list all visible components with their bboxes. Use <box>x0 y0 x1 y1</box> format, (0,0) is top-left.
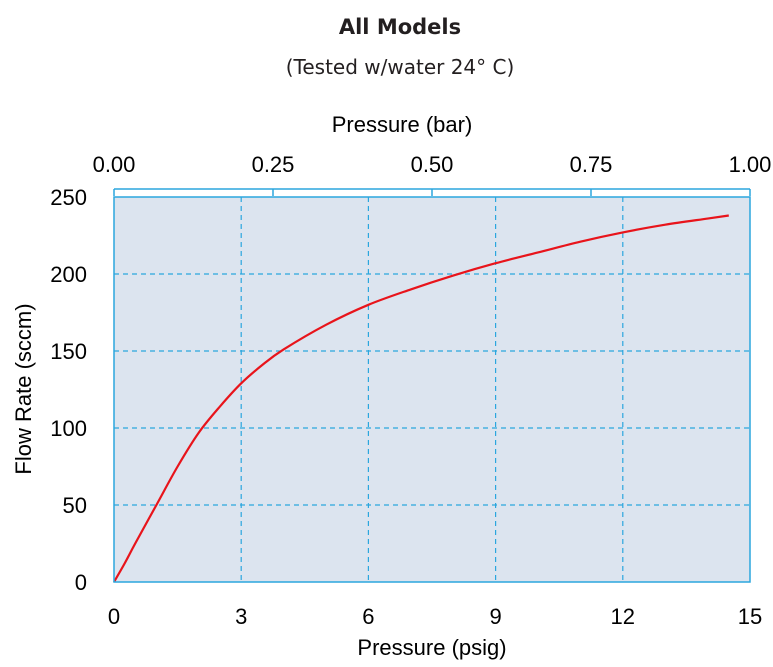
x-tick-label: 6 <box>362 604 374 629</box>
x-axis-label: Pressure (psig) <box>357 635 506 660</box>
x-tick-label: 0 <box>108 604 120 629</box>
x2-tick-label: 0.25 <box>252 152 295 177</box>
y-tick-label: 250 <box>50 185 87 210</box>
x-tick-label: 3 <box>235 604 247 629</box>
y-tick-label: 100 <box>50 416 87 441</box>
y-axis-ticks: 0 50 100 150 200 250 <box>50 185 87 595</box>
y-axis-label: Flow Rate (sccm) <box>11 303 36 474</box>
x2-tick-label: 0.00 <box>93 152 136 177</box>
plot-area <box>114 197 750 582</box>
y-tick-label: 50 <box>63 493 87 518</box>
x2-tick-label: 0.75 <box>570 152 613 177</box>
x2-tick-label: 0.50 <box>411 152 454 177</box>
series-line <box>113 214 729 583</box>
chart-subtitle: (Tested w/water 24° C) <box>286 55 515 79</box>
y-tick-label: 0 <box>75 570 87 595</box>
x-tick-label: 12 <box>611 604 635 629</box>
plot-border <box>113 196 751 583</box>
x-tick-label: 15 <box>738 604 762 629</box>
x-axis-ticks: 0 3 6 9 12 15 <box>108 604 762 629</box>
top-axis-label: Pressure (bar) <box>332 112 473 137</box>
grid-lines <box>114 197 750 582</box>
chart-title: All Models <box>339 15 461 39</box>
y-tick-label: 200 <box>50 262 87 287</box>
x-tick-label: 9 <box>489 604 501 629</box>
y-tick-label: 150 <box>50 339 87 364</box>
top-axis: 0.00 0.25 0.50 0.75 1.00 <box>93 152 772 196</box>
x2-tick-label: 1.00 <box>729 152 772 177</box>
